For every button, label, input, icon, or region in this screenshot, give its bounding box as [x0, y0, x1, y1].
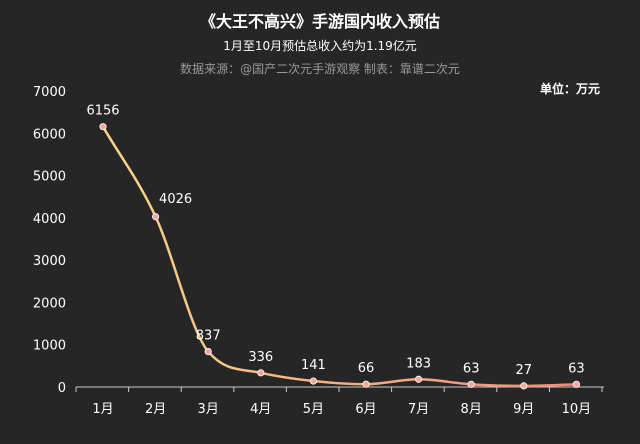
x-tick-label: 7月	[408, 402, 429, 417]
data-point	[520, 382, 528, 390]
y-tick-label: 0	[58, 381, 66, 396]
x-tick-label: 4月	[250, 402, 271, 417]
x-tick-label: 8月	[461, 402, 482, 417]
unit-label: 单位：万元	[539, 82, 600, 96]
data-point	[309, 377, 317, 385]
y-tick-label: 5000	[33, 170, 66, 185]
data-label: 4026	[159, 192, 192, 207]
y-axis-ticks: 0 1000 2000 3000 4000 5000 6000 7000	[33, 85, 66, 396]
data-label: 6156	[86, 104, 119, 119]
data-point	[257, 369, 265, 377]
y-tick-label: 4000	[33, 212, 66, 227]
x-tick-label: 5月	[303, 402, 324, 417]
y-tick-label: 6000	[33, 127, 66, 142]
data-label: 183	[406, 356, 431, 371]
x-tick-label: 3月	[198, 402, 219, 417]
y-tick-label: 1000	[33, 339, 66, 354]
data-label: 63	[568, 361, 585, 376]
data-label: 27	[516, 363, 533, 378]
x-axis-ticks: 1月 2月 3月 4月 5月 6月 7月 8月 9月 10月	[75, 387, 603, 417]
chart-subtitle: 1月至10月预估总收入约为1.19亿元	[223, 39, 417, 53]
x-tick-label: 9月	[513, 402, 534, 417]
data-point	[99, 123, 107, 131]
chart-title: 《大王不高兴》手游国内收入预估	[199, 12, 440, 31]
data-label: 336	[248, 350, 273, 365]
y-tick-label: 2000	[33, 296, 66, 311]
data-label: 837	[196, 329, 221, 344]
x-tick-label: 2月	[145, 402, 166, 417]
x-tick-label: 10月	[562, 402, 592, 417]
data-labels: 6156 4026 837 336 141 66 183 63 27 63	[86, 104, 584, 378]
data-point	[414, 375, 423, 383]
series-line	[101, 126, 577, 388]
data-markers	[99, 123, 581, 390]
data-label: 141	[301, 358, 326, 373]
y-tick-label: 3000	[33, 254, 66, 269]
data-point	[152, 213, 160, 221]
data-point	[572, 380, 581, 388]
y-tick-label: 7000	[33, 85, 66, 100]
data-source-note: 数据来源：@国产二次元手游观察 制表：靠谱二次元	[180, 62, 460, 76]
data-label: 66	[358, 361, 375, 376]
data-point	[467, 380, 475, 388]
data-point	[204, 348, 212, 356]
data-label: 63	[463, 361, 480, 376]
x-tick-label: 1月	[92, 402, 113, 417]
x-tick-label: 6月	[355, 402, 376, 417]
data-point	[362, 380, 370, 388]
